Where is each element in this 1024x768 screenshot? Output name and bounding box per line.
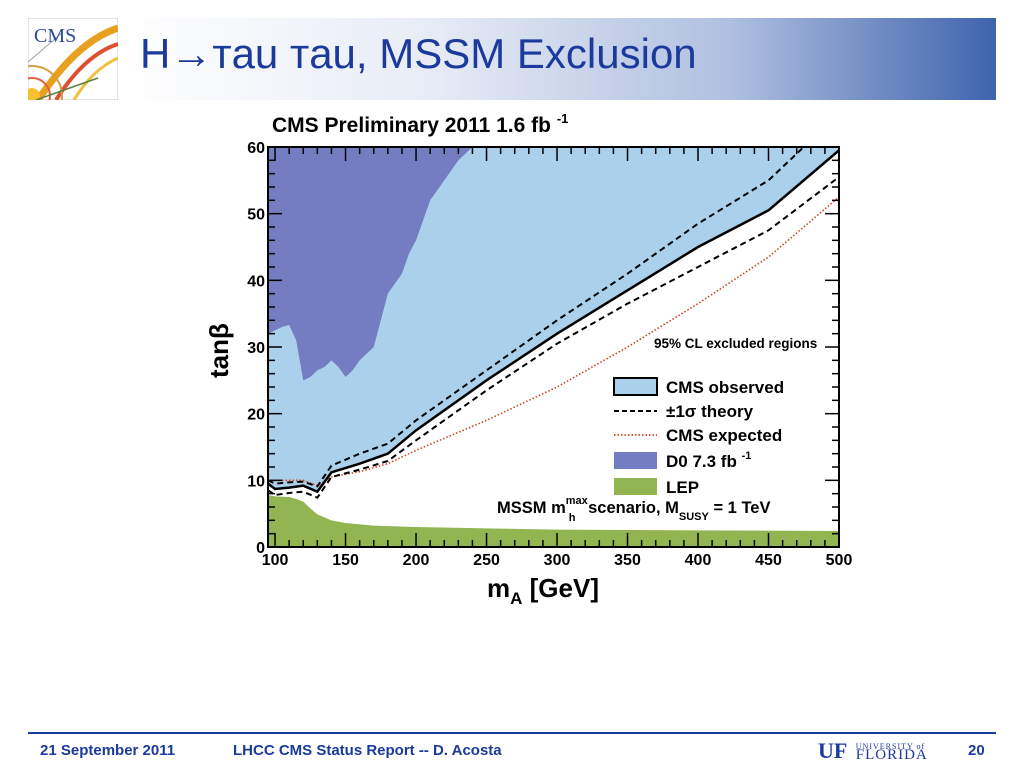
x-tick-label: 300: [544, 552, 571, 569]
exclusion-plot: CMS Preliminary 2011 1.6 fb -1 100 150 200…: [204, 111, 852, 608]
y-tick-label: 40: [247, 273, 265, 290]
footer-divider: [28, 732, 996, 734]
y-tick-label: 50: [247, 207, 265, 224]
legend: CMS observed ±1σ theory CMS expected D0 7.3…: [613, 377, 784, 497]
legend-symbol-observed: [613, 377, 658, 396]
lep-region: [268, 495, 839, 547]
legend-label: D0 7.3 fb -1: [666, 450, 751, 471]
uf-university-of-florida-logo-icon: UF UNIVERSITY of FLORIDA: [818, 738, 928, 764]
plot-lines: [268, 147, 839, 499]
uf-florida-label: FLORIDA: [855, 747, 928, 763]
cms-expected-line: [268, 196, 839, 487]
annotation-excluded-regions: 95% CL excluded regions: [654, 336, 817, 351]
legend-symbol-d0: [614, 452, 657, 469]
uf-university-label: UNIVERSITY of: [855, 742, 926, 751]
x-tick-label: 350: [614, 552, 641, 569]
logo-text: CMS: [34, 25, 76, 47]
cms-detector-logo-icon: CMS: [1, 17, 120, 127]
x-tick-label: 500: [826, 552, 853, 569]
d0-region: [268, 147, 487, 381]
x-tick-label: 450: [755, 552, 782, 569]
axis-ticks: [268, 146, 840, 548]
y-tick-label: 60: [247, 140, 265, 157]
footer-date: 21 September 2011: [40, 742, 176, 759]
legend-label: CMS expected: [666, 426, 782, 445]
legend-label: CMS observed: [666, 378, 784, 397]
plot-areas: [268, 147, 839, 547]
x-tick-label: 250: [473, 552, 500, 569]
y-tick-label: 30: [247, 340, 265, 357]
page-number: 20: [968, 742, 985, 759]
x-axis-label: mA [GeV]: [487, 573, 599, 608]
legend-label: LEP: [666, 478, 699, 497]
x-tick-label: 150: [332, 552, 359, 569]
theory-lower-line: [268, 176, 839, 499]
annotation-scenario: MSSM mmax h scenario, MSUSY = 1 TeV: [497, 495, 770, 524]
slide-title: H→тau тau, MSSM Exclusion: [140, 30, 697, 77]
x-tick-label: 100: [262, 552, 289, 569]
x-tick-label: 200: [403, 552, 430, 569]
chart-title: CMS Preliminary 2011 1.6 fb -1: [272, 111, 568, 137]
footer-report: LHCC CMS Status Report -- D. Acosta: [233, 742, 502, 759]
cms-observed-line: [268, 149, 839, 494]
x-tick-label: 400: [685, 552, 712, 569]
legend-symbol-lep: [614, 478, 657, 495]
y-tick-label: 10: [247, 473, 265, 490]
y-tick-label: 0: [256, 540, 265, 557]
legend-label: ±1σ theory: [666, 402, 754, 421]
title-bar: [118, 18, 996, 100]
tick-labels: 100 150 200 250 300 350 400 450 500 0 10 20 30 40 50 60: [247, 140, 852, 569]
y-tick-label: 20: [247, 407, 265, 424]
uf-letters: UF: [818, 738, 848, 763]
y-axis-label: tanβ: [204, 323, 234, 378]
